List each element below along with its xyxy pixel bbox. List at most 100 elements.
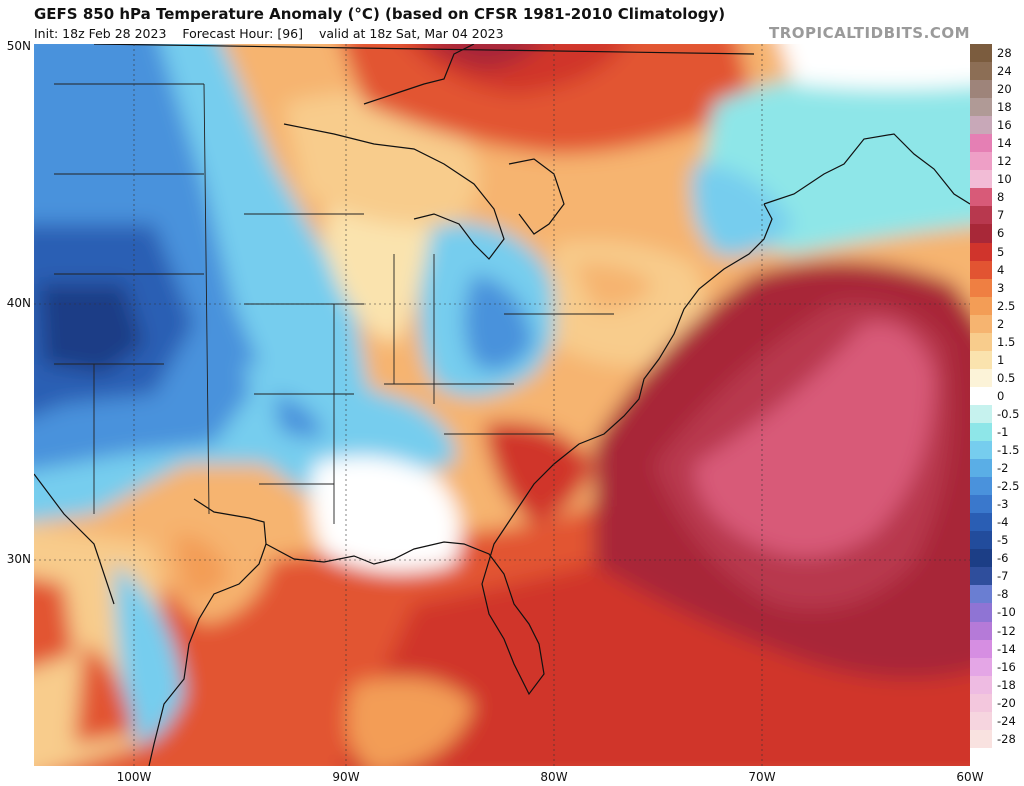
legend-entry: 28 (970, 44, 1024, 63)
legend-entry: 0.5 (970, 368, 1024, 387)
legend-label: -1 (997, 425, 1009, 439)
legend-colorbar: 28 24 20 18 16 14 12 10 8 7 6 5 4 3 2.5 2 1.5 1 0.5 0 -0.5 -1… (970, 44, 1024, 766)
legend-label: 14 (997, 136, 1012, 151)
legend-entry: -0.5 (970, 404, 1024, 423)
legend-entry: 7 (970, 206, 1024, 225)
legend-entry: 1 (970, 350, 1024, 369)
legend-entry: -12 (970, 621, 1024, 640)
legend-swatch (970, 459, 992, 478)
legend-swatch (970, 170, 992, 189)
legend-entry: 5 (970, 242, 1024, 261)
great-lakes-shore (283, 123, 505, 260)
legend-entry: 10 (970, 170, 1024, 189)
legend-swatch (970, 206, 992, 225)
legend-swatch (970, 567, 992, 586)
legend-label: -12 (997, 623, 1016, 638)
legend-entry: -8 (970, 585, 1024, 604)
legend-entry: -20 (970, 693, 1024, 712)
legend-swatch (970, 98, 992, 117)
legend-swatch (970, 242, 992, 261)
valid-time: valid at 18z Sat, Mar 04 2023 (318, 26, 504, 41)
legend-entry: -2 (970, 459, 1024, 478)
legend-swatch (970, 44, 992, 63)
lon-label-80w: 80W (540, 770, 568, 784)
legend-label: -3 (997, 497, 1009, 512)
legend-swatch (970, 80, 992, 99)
legend-label: 8 (997, 190, 1005, 205)
legend-label: -10 (997, 605, 1016, 620)
legend-entry: -4 (970, 513, 1024, 532)
legend-label: 2.5 (997, 298, 1016, 313)
legend-label: 24 (997, 64, 1012, 79)
legend-swatch (970, 368, 992, 387)
legend-entry: 18 (970, 98, 1024, 117)
legend-label: 28 (997, 46, 1012, 61)
lat-label-40n: 40N (6, 296, 31, 310)
legend-label: -1.5 (997, 443, 1020, 458)
legend-entry: 2.5 (970, 296, 1024, 315)
legend-swatch (970, 549, 992, 568)
legend-swatch (970, 260, 992, 279)
legend-label: 7 (997, 208, 1005, 223)
legend-entry: 8 (970, 188, 1024, 207)
legend-swatch (970, 585, 992, 604)
legend-swatch (970, 314, 992, 333)
legend-entry: 0 (970, 386, 1024, 405)
legend-entry: 14 (970, 134, 1024, 153)
legend-label: -14 (997, 641, 1016, 656)
legend-swatch (970, 675, 992, 694)
legend-label: 5 (997, 244, 1005, 259)
run-info: Init: 18z Feb 28 2023 Forecast Hour: [96… (34, 26, 516, 41)
legend-entry: -18 (970, 675, 1024, 694)
legend-label: -6 (997, 551, 1009, 566)
lake-huron (508, 158, 565, 235)
legend-entry: 12 (970, 152, 1024, 171)
legend-label: -20 (997, 695, 1016, 710)
lat-label-30n: 30N (6, 552, 31, 566)
legend-entry: -3 (970, 495, 1024, 514)
legend-label: 12 (997, 154, 1012, 169)
legend-entry: 4 (970, 260, 1024, 279)
legend-label: -2 (997, 461, 1009, 476)
legend-swatch (970, 134, 992, 153)
legend-swatch (970, 657, 992, 676)
legend-swatch (970, 693, 992, 712)
legend-label: -28 (997, 731, 1016, 746)
legend-swatch (970, 477, 992, 496)
legend-swatch (970, 188, 992, 207)
anomaly-map (34, 44, 970, 766)
legend-swatch (970, 513, 992, 532)
legend-entry: -10 (970, 603, 1024, 622)
legend-label: -24 (997, 713, 1016, 728)
legend-swatch (970, 495, 992, 514)
legend-entry: -7 (970, 567, 1024, 586)
legend-label: 18 (997, 100, 1012, 115)
lat-lon-grid (34, 44, 970, 766)
legend-label: 2 (997, 316, 1005, 331)
legend-label: 0 (997, 388, 1005, 403)
legend-entry: -2.5 (970, 477, 1024, 496)
legend-label: 10 (997, 172, 1012, 187)
legend-entry: 3 (970, 278, 1024, 297)
legend-swatch (970, 350, 992, 369)
legend-entry: 1.5 (970, 332, 1024, 351)
legend-entry: 6 (970, 224, 1024, 243)
init-time: Init: 18z Feb 28 2023 (34, 26, 167, 41)
legend-label: 0.5 (997, 370, 1016, 385)
lon-label-60w: 60W (956, 770, 984, 784)
lake-superior (363, 44, 475, 105)
legend-swatch (970, 224, 992, 243)
legend-swatch (970, 441, 992, 460)
legend-swatch (970, 386, 992, 405)
anomaly-field (34, 44, 970, 766)
legend-label: -7 (997, 569, 1009, 584)
legend-label: 20 (997, 82, 1012, 97)
legend-swatch (970, 404, 992, 423)
legend-entry: 2 (970, 314, 1024, 333)
brand-watermark: TROPICALTIDBITS.COM (769, 24, 970, 42)
legend-entry: -16 (970, 657, 1024, 676)
legend-swatch (970, 332, 992, 351)
legend-label: 1.5 (997, 334, 1016, 349)
legend-label: -4 (997, 515, 1009, 530)
legend-entry: -6 (970, 549, 1024, 568)
